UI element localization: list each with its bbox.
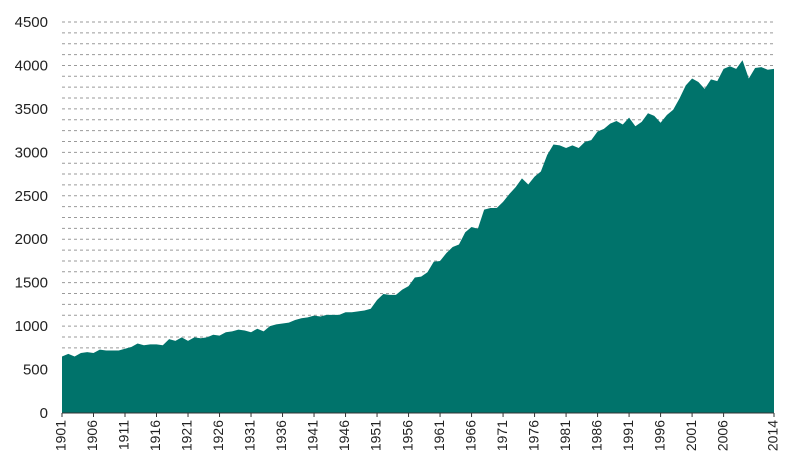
x-tick-label: 1916: [147, 420, 163, 451]
x-tick-label: 2006: [714, 420, 730, 451]
y-tick-label: 4500: [15, 14, 48, 31]
y-tick-label: 1000: [15, 318, 48, 335]
y-tick-label: 2500: [15, 188, 48, 205]
x-tick-label: 2001: [683, 420, 699, 451]
x-tick-label: 1931: [242, 420, 258, 451]
x-tick-label: 1946: [336, 420, 352, 451]
y-tick-label: 4000: [15, 57, 48, 74]
y-tick-label: 1500: [15, 275, 48, 292]
x-tick-label: 1971: [494, 420, 510, 451]
x-tick-label: 1991: [620, 420, 636, 451]
x-tick-label: 2014: [765, 420, 781, 451]
y-tick-label: 3000: [15, 144, 48, 161]
y-tick-label: 2000: [15, 231, 48, 248]
x-tick-label: 1956: [399, 420, 415, 451]
y-tick-label: 3500: [15, 101, 48, 118]
x-tick-label: 1901: [53, 420, 69, 451]
x-tick-label: 1951: [368, 420, 384, 451]
x-tick-label: 1906: [84, 420, 100, 451]
y-tick-label: 500: [23, 362, 48, 379]
x-tick-label: 1961: [431, 420, 447, 451]
x-tick-label: 1936: [273, 420, 289, 451]
x-tick-label: 1911: [116, 420, 132, 450]
x-tick-label: 1981: [557, 420, 573, 451]
y-tick-label: 0: [40, 405, 48, 422]
x-tick-label: 1926: [210, 420, 226, 451]
x-tick-label: 1966: [462, 420, 478, 451]
x-tick-label: 1996: [651, 420, 667, 451]
x-tick-label: 1976: [525, 420, 541, 451]
x-tick-label: 1921: [179, 420, 195, 451]
x-tick-label: 1986: [588, 420, 604, 451]
x-axis-tick-labels: 1901 1906 1911 1916 1921 1926 1931 1936 1941 1946…: [53, 413, 781, 451]
x-tick-label: 1941: [305, 420, 321, 451]
y-axis-tick-labels: 0 500 1000 1500 2000 2500 3000 3500 4000 4500: [15, 14, 48, 422]
data-area-fill: [62, 60, 774, 413]
